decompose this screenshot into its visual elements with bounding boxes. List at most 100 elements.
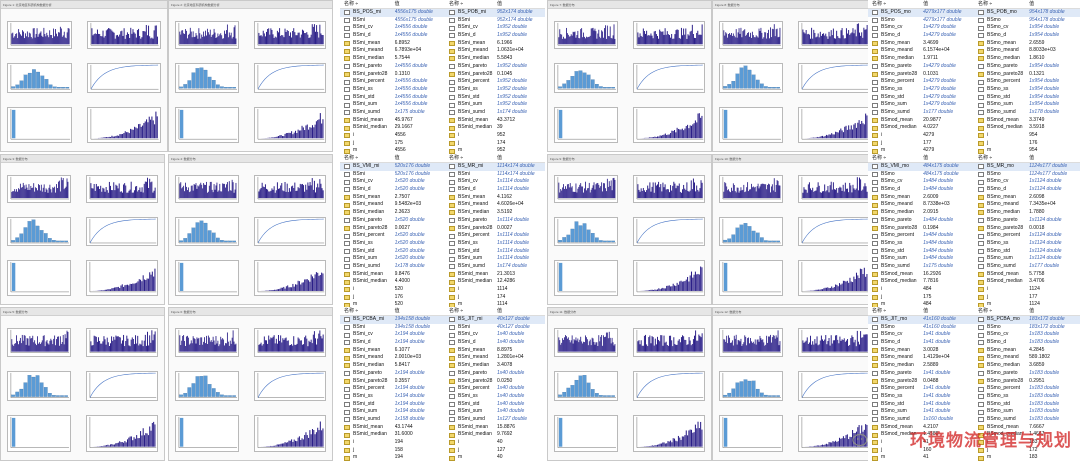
workspace-variable-row[interactable]: BSmi_pareto 1x194 double (340, 370, 445, 378)
workspace-variable-row[interactable]: BSmi_sum 1x4556 double (340, 101, 445, 109)
column-header-name[interactable]: 名称 ÷ (872, 308, 887, 314)
workspace-variable-row[interactable]: BSmo_sumd 1x178 double (974, 109, 1080, 117)
workspace-variable-row[interactable]: BSmo_ss 1x4279 double (868, 86, 974, 94)
workspace-variable-row[interactable]: BSmo_std 1x484 double (868, 248, 974, 256)
workspace-variable-row[interactable]: BSmi_cv 1x520 double (340, 178, 445, 186)
column-header-value[interactable]: 值 (497, 308, 503, 314)
workspace-variable-row[interactable]: BS_POS_mi 4556x175 double (340, 9, 445, 17)
workspace-variable-row[interactable]: BSmi_mean 6.1077 (340, 347, 445, 355)
workspace-variable-row[interactable]: BS_PCBA_mi 194x158 double (340, 316, 445, 324)
workspace-variable-row[interactable]: j 175 (868, 294, 974, 302)
column-header-value[interactable]: 值 (923, 308, 929, 314)
figure-title-bar[interactable]: Figure 11: 数据分布 (548, 308, 711, 316)
workspace-variable-row[interactable]: BSmi_percent 1x40 double (445, 385, 545, 393)
figure-title-bar[interactable]: Figure 1: 北京地区科研机构数据分析 (1, 1, 167, 9)
workspace-variable-row[interactable]: BS_PCBA_mo 183x172 double (974, 316, 1080, 324)
workspace-variable-row[interactable]: BSmo_mean 2.6009 (868, 194, 974, 202)
workspace-variable-row[interactable]: BSmo_ss 1x954 double (974, 86, 1080, 94)
workspace-variable-row[interactable]: BSmo_median 1.7880 (974, 209, 1080, 217)
workspace-variable-row[interactable]: i 1114 (445, 286, 545, 294)
column-header-value[interactable]: 值 (1029, 1, 1035, 7)
workspace-variable-row[interactable]: BSmid_median 9.7692 (445, 431, 545, 439)
workspace-variable-row[interactable]: BS_POB_mi 952x174 double (445, 9, 545, 17)
workspace-variable-row[interactable]: j 176 (340, 294, 445, 302)
workspace-variable-row[interactable]: BSmi_meand 4.6026e+04 (445, 201, 545, 209)
workspace-variable-row[interactable]: i 520 (340, 286, 445, 294)
workspace-variable-row[interactable]: BSmid_median 12.4286 (445, 278, 545, 286)
workspace-variable-row[interactable]: BSmi_meand 1.2801e+04 (445, 354, 545, 362)
workspace-variable-row[interactable]: BSmo_sumd 1x177 double (974, 263, 1080, 271)
workspace-variable-row[interactable]: BSmid_mean 43.3712 (445, 117, 545, 125)
figure-window[interactable]: Figure 5: 数据分布 (0, 307, 165, 461)
workspace-variable-row[interactable]: BSmo_ss 1x1124 double (974, 240, 1080, 248)
workspace-variable-row[interactable]: BSmo_pareto28 0.1031 (868, 71, 974, 79)
workspace-variable-row[interactable]: BSmi_cv 1x1114 double (445, 178, 545, 186)
workspace-variable-row[interactable]: BSmi_pareto 1x4556 double (340, 63, 445, 71)
column-header-name[interactable]: 名称 ÷ (872, 155, 887, 161)
column-header-value[interactable]: 值 (923, 155, 929, 161)
workspace-variable-row[interactable]: BSmo_cv 1x183 double (974, 331, 1080, 339)
workspace-variable-row[interactable]: BSmi_d 1x4556 double (340, 32, 445, 40)
workspace-variable-row[interactable]: BSmi 40x127 double (445, 324, 545, 332)
workspace-variable-row[interactable]: BS_VMI_mo 484x175 double (868, 163, 974, 171)
workspace-variable-row[interactable]: BS_MR_mi 1114x174 double (445, 163, 545, 171)
figure-title-bar[interactable]: Figure 8: 数据分布 (713, 1, 876, 9)
workspace-variable-row[interactable]: BSmi_ss 1x4556 double (340, 86, 445, 94)
workspace-variable-row[interactable]: BSmi_mean 6.8952 (340, 40, 445, 48)
workspace-variable-row[interactable]: BSmo_sum 1x954 double (974, 101, 1080, 109)
workspace-variable-row[interactable]: BSmi_std 1x520 double (340, 248, 445, 256)
workspace-variable-row[interactable]: BSmo_mean 2.6559 (974, 40, 1080, 48)
column-header-name[interactable]: 名称 ÷ (872, 1, 887, 7)
workspace-variable-row[interactable]: BSmid_mean 15.8876 (445, 424, 545, 432)
workspace-variable-row[interactable]: BSmi_median 5.7544 (340, 55, 445, 63)
workspace-variable-row[interactable]: BSmi 194x158 double (340, 324, 445, 332)
workspace-variable-row[interactable]: BSmo_ss 1x183 double (974, 393, 1080, 401)
figure-title-bar[interactable]: Figure 7: 数据分布 (548, 1, 711, 9)
workspace-variable-row[interactable]: BSmo_sum 1x4279 double (868, 101, 974, 109)
workspace-variable-row[interactable]: BSmi_d 1x194 double (340, 339, 445, 347)
workspace-variable-row[interactable]: i 954 (974, 132, 1080, 140)
workspace-variable-row[interactable]: BSmi_ss 1x40 double (445, 393, 545, 401)
workspace-variable-row[interactable]: BS_JIT_mo 41x160 double (868, 316, 974, 324)
workspace-variable-row[interactable]: BSmo_std 1x1124 double (974, 248, 1080, 256)
workspace-variable-row[interactable]: BSmi_meand 6.7893e+04 (340, 47, 445, 55)
workspace-variable-row[interactable]: BSmod_mean 5.7758 (974, 271, 1080, 279)
workspace-variable-row[interactable]: BSmo_meand 8.7338e+03 (868, 201, 974, 209)
workspace-variable-row[interactable]: BSmo 4279x177 double (868, 17, 974, 25)
column-header-value[interactable]: 值 (394, 155, 400, 161)
workspace-variable-row[interactable]: BSmo_cv 1x4279 double (868, 24, 974, 32)
workspace-variable-row[interactable]: BSmod_mean 20.9877 (868, 117, 974, 125)
workspace-variable-row[interactable]: BSmi_sum 1x952 double (445, 101, 545, 109)
workspace-variable-row[interactable]: i 952 (445, 132, 545, 140)
workspace-variable-row[interactable]: BSmo_std 1x41 double (868, 401, 974, 409)
column-header-name[interactable]: 名称 ÷ (344, 155, 359, 161)
workspace-variable-row[interactable]: BSmo_pareto28 0.1321 (974, 71, 1080, 79)
workspace-variable-row[interactable]: m 41 (868, 454, 974, 461)
workspace-variable-row[interactable]: j 177 (868, 140, 974, 148)
workspace-variable-row[interactable]: BSmo_meand 7.3435e+04 (974, 201, 1080, 209)
workspace-variable-row[interactable]: BSmi_sum 1x40 double (445, 408, 545, 416)
workspace-variable-row[interactable]: BSmi_ss 1x194 double (340, 393, 445, 401)
workspace-variable-row[interactable]: BSmo 1124x177 double (974, 171, 1080, 179)
workspace-variable-row[interactable]: BSmi_mean 8.8975 (445, 347, 545, 355)
workspace-variable-row[interactable]: BSmi_sum 1x1114 double (445, 255, 545, 263)
workspace-variable-row[interactable]: BSmid_mean 21.3013 (445, 271, 545, 279)
column-header-value[interactable]: 值 (497, 155, 503, 161)
workspace-variable-row[interactable]: BS_VMI_mi 520x176 double (340, 163, 445, 171)
workspace-variable-row[interactable]: BSmi 952x174 double (445, 17, 545, 25)
column-header-name[interactable]: 名称 ÷ (978, 308, 993, 314)
workspace-variable-row[interactable]: BSmi_d 1x40 double (445, 339, 545, 347)
workspace-variable-row[interactable]: BSmi_pareto 1x520 double (340, 217, 445, 225)
workspace-variable-row[interactable]: BSmod_mean 3.3749 (974, 117, 1080, 125)
workspace-variable-row[interactable]: BSmo_meand 8.8033e+03 (974, 47, 1080, 55)
figure-window[interactable]: Figure 1: 北京地区科研机构数据分析 (0, 0, 168, 152)
workspace-variable-row[interactable]: BSmo_sum 1x183 double (974, 408, 1080, 416)
figure-window[interactable]: Figure 6: 数据分布 (168, 307, 333, 461)
workspace-variable-row[interactable]: BSmo 41x160 double (868, 324, 974, 332)
workspace-variable-row[interactable]: BSmid_mean 45.9767 (340, 117, 445, 125)
workspace-variable-row[interactable]: BSmo_std 1x4279 double (868, 94, 974, 102)
workspace-variable-row[interactable]: BSmo_cv 1x1124 double (974, 178, 1080, 186)
workspace-variable-row[interactable]: i 4556 (340, 132, 445, 140)
workspace-variable-row[interactable]: BSmo_percent 1x484 double (868, 232, 974, 240)
workspace-variable-row[interactable]: i 41 (868, 439, 974, 447)
